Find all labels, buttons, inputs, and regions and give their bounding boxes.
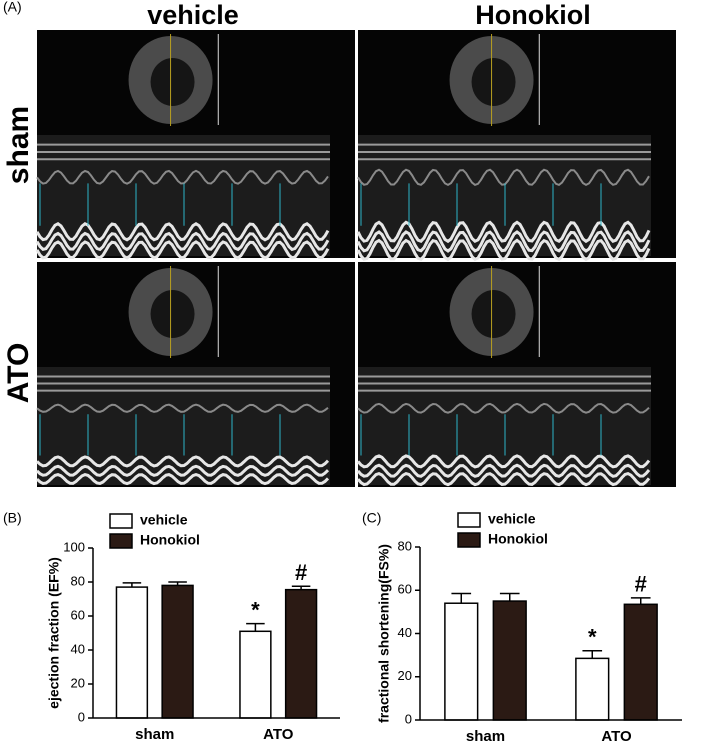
bar	[239, 630, 272, 719]
y-tick-label: 0	[78, 709, 85, 724]
legend-swatch	[457, 512, 481, 528]
echo-wave	[35, 473, 330, 486]
x-tick-label: ATO	[263, 726, 294, 743]
significance-mark: #	[635, 572, 647, 597]
echo-inset-cavity	[471, 290, 516, 338]
echo-inset-cavity	[150, 290, 195, 338]
echo-wave	[36, 403, 329, 413]
legend-label: Honokiol	[488, 531, 548, 547]
significance-mark: #	[295, 560, 307, 585]
echo-wave	[356, 471, 651, 487]
bar	[444, 602, 479, 721]
panel-label: (B)	[3, 510, 22, 526]
bar	[284, 588, 318, 719]
y-axis-label: ejection fraction (EF%)	[46, 557, 62, 709]
legend-label: Honokiol	[140, 532, 200, 548]
row-label: sham	[2, 106, 35, 184]
bar	[623, 603, 658, 721]
echo-wave	[35, 464, 330, 477]
y-tick-label: 40	[71, 641, 85, 656]
row-label: ATO	[2, 343, 35, 404]
echo-wave	[35, 455, 330, 468]
x-tick-label: ATO	[601, 728, 632, 744]
panel-label: (A)	[3, 0, 22, 15]
significance-mark: *	[588, 625, 597, 650]
y-tick-label: 100	[63, 539, 85, 554]
significance-mark: *	[251, 597, 260, 622]
echo-wave	[356, 230, 651, 253]
x-tick-label: sham	[135, 726, 174, 743]
y-tick-label: 80	[398, 538, 412, 553]
legend-label: vehicle	[488, 511, 536, 527]
bar	[492, 600, 527, 721]
echo-inset-cavity	[150, 58, 195, 106]
legend-swatch	[457, 532, 481, 548]
x-tick-label: sham	[466, 728, 505, 744]
bar	[161, 584, 194, 719]
y-tick-label: 60	[398, 582, 412, 597]
y-tick-label: 80	[71, 573, 85, 588]
column-label: Honokiol	[475, 0, 591, 30]
echo-wave	[357, 168, 650, 187]
echo-wave	[35, 240, 330, 260]
y-axis-label: fractional shortening(FS%)	[376, 544, 392, 723]
bar	[115, 586, 149, 719]
y-tick-label: 20	[71, 675, 85, 690]
echo-wave	[36, 169, 329, 185]
legend-label: vehicle	[140, 512, 188, 528]
echo-inset-cavity	[471, 58, 516, 106]
echo-wave	[356, 463, 651, 478]
panel-label: (C)	[362, 510, 381, 526]
echo-wave	[356, 454, 651, 469]
legend-swatch	[109, 513, 133, 529]
y-tick-label: 60	[71, 607, 85, 622]
echo-wave	[356, 238, 651, 262]
legend-swatch	[109, 533, 133, 549]
echo-wave	[35, 231, 330, 252]
echo-wave	[357, 402, 650, 414]
y-tick-label: 40	[398, 625, 412, 640]
echo-images	[35, 30, 676, 487]
y-tick-label: 0	[405, 711, 412, 726]
bar	[575, 657, 610, 721]
y-tick-label: 20	[398, 668, 412, 683]
column-label: vehicle	[147, 0, 239, 30]
